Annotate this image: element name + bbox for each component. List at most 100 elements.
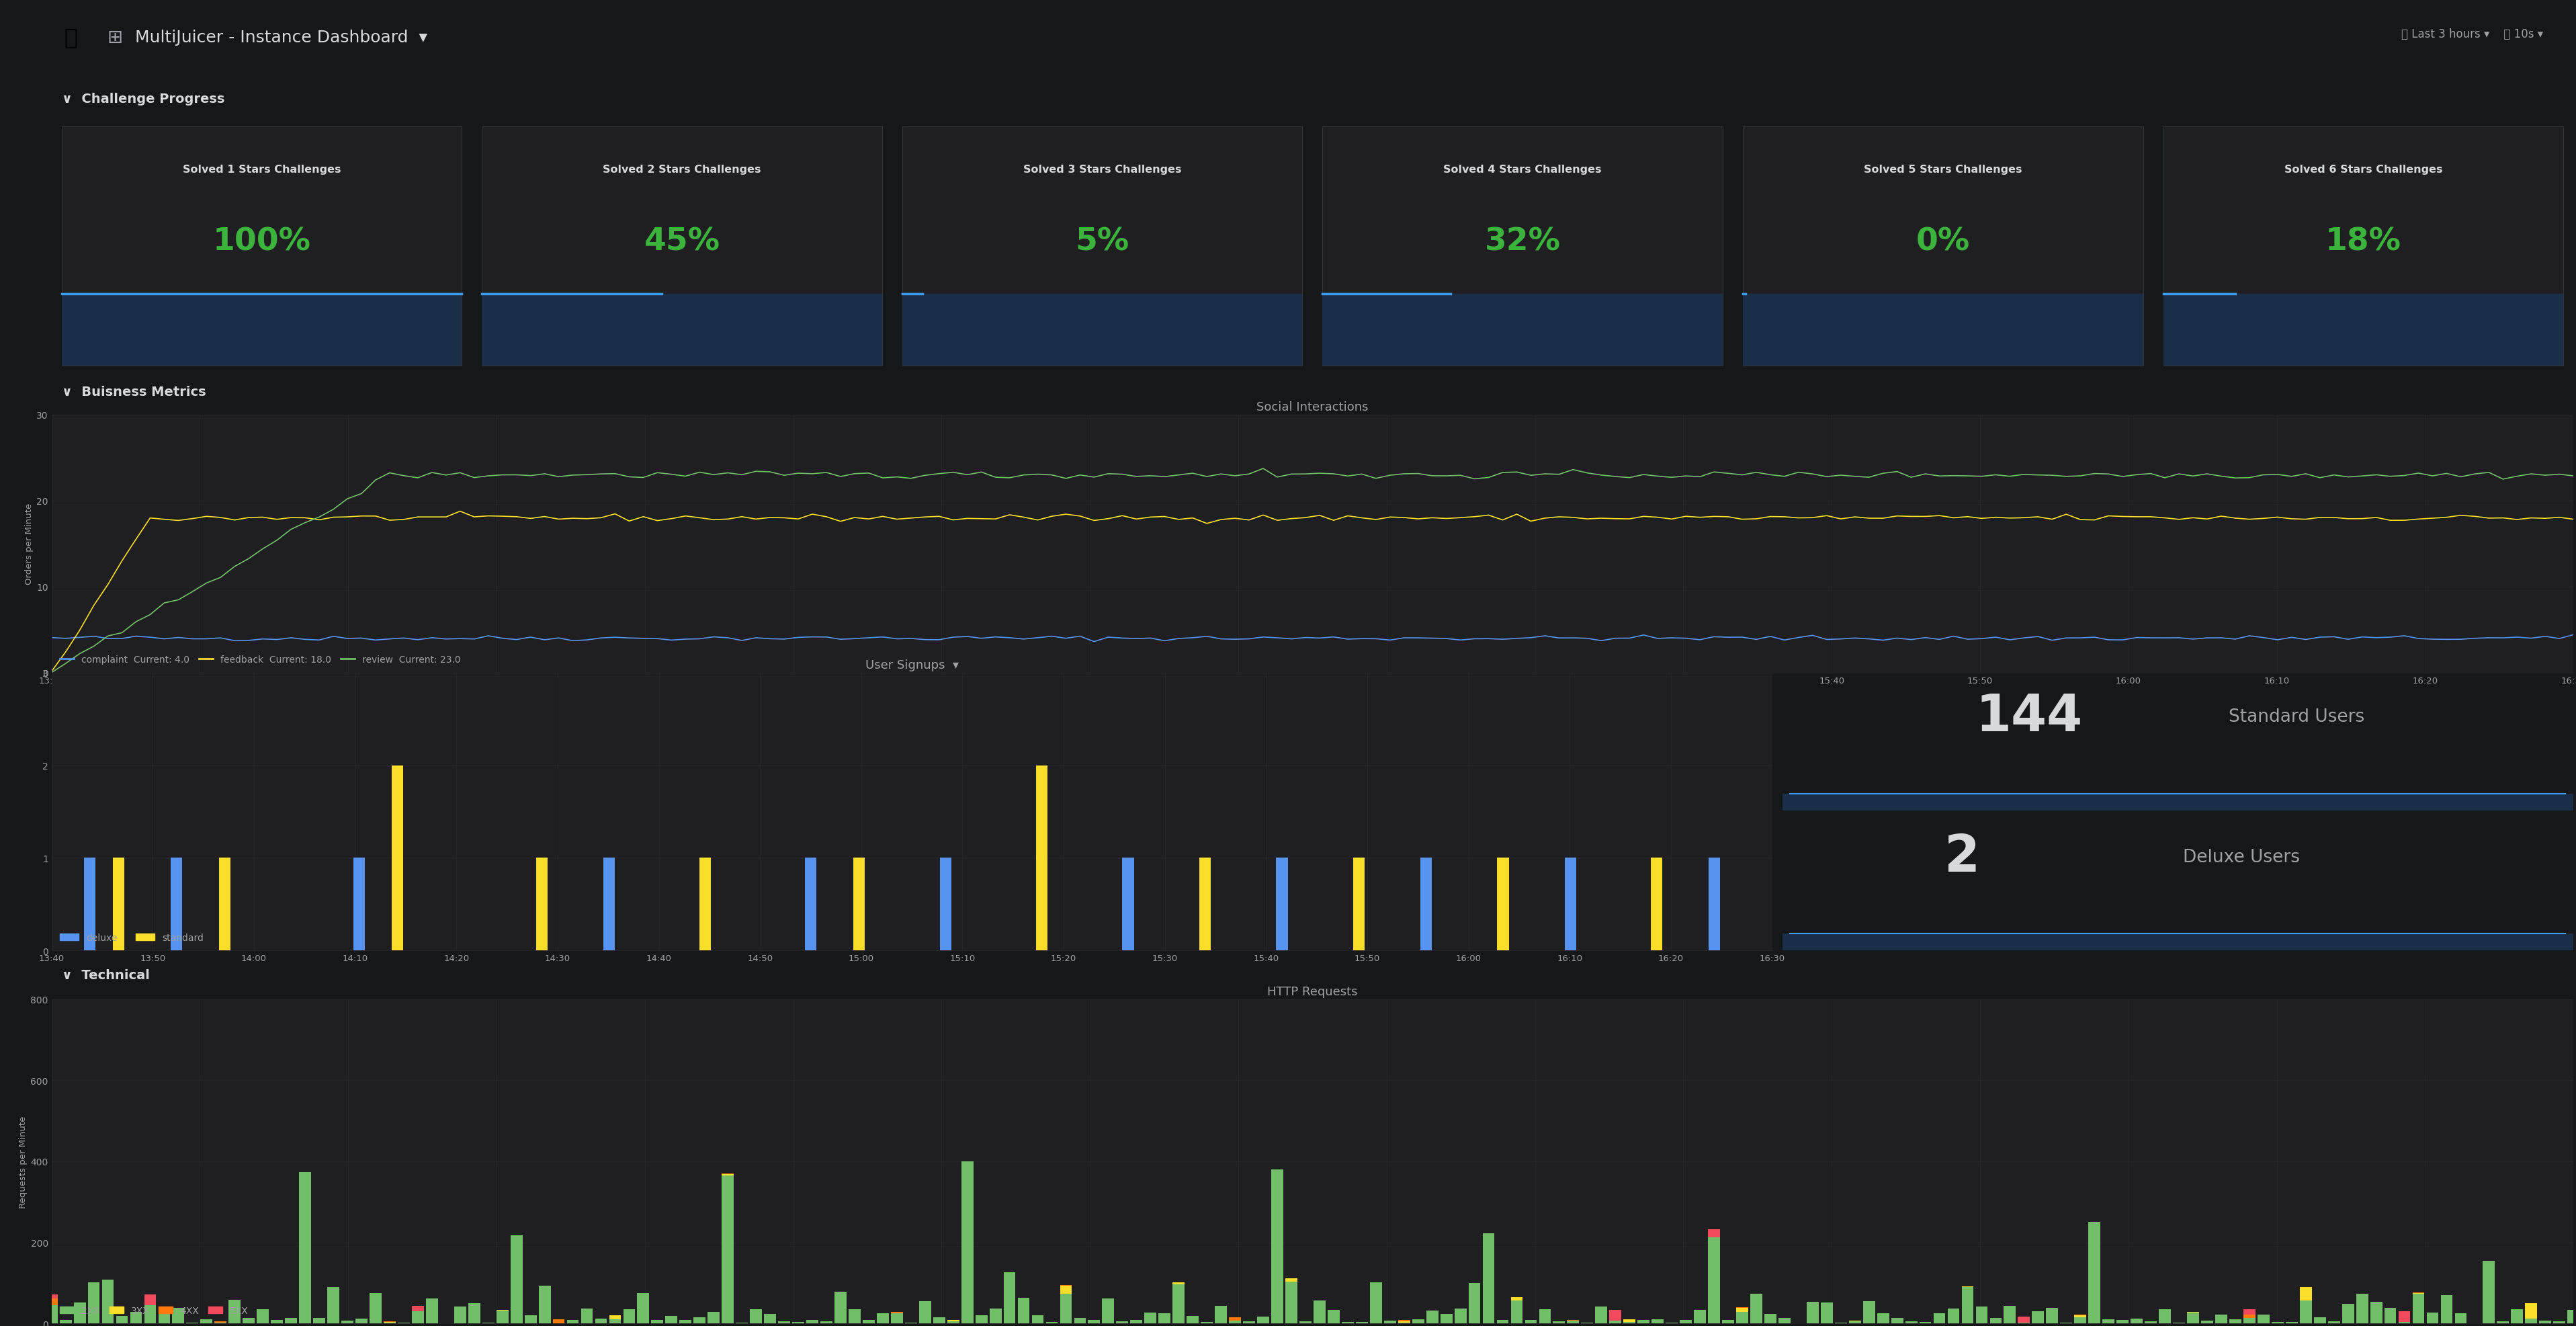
Bar (623, 1309, 636, 1323)
Bar (1947, 1309, 1960, 1323)
Bar (2568, 1310, 2576, 1323)
Bar (129, 1311, 142, 1323)
Bar (1708, 858, 1721, 951)
Bar (526, 1315, 536, 1323)
Text: Solved 3 Stars Challenges: Solved 3 Stars Challenges (1023, 164, 1182, 175)
Bar (876, 1313, 889, 1323)
Bar (353, 858, 366, 951)
Bar (157, 1307, 170, 1311)
Text: Solved 4 Stars Challenges: Solved 4 Stars Challenges (1443, 164, 1602, 175)
Bar (173, 1307, 185, 1323)
FancyBboxPatch shape (1744, 294, 2143, 366)
Bar (2159, 1309, 2172, 1323)
Bar (636, 1293, 649, 1323)
Bar (1412, 1319, 1425, 1323)
Bar (2228, 1319, 2241, 1323)
Bar (1200, 858, 1211, 951)
Bar (693, 1318, 706, 1323)
Bar (1566, 1321, 1579, 1323)
Bar (582, 1309, 592, 1323)
Bar (940, 858, 951, 951)
Title: User Signups  ▾: User Signups ▾ (866, 659, 958, 671)
Bar (201, 1319, 211, 1323)
Bar (1850, 1321, 1860, 1323)
Text: ∨  Challenge Progress: ∨ Challenge Progress (62, 93, 224, 106)
Bar (976, 1315, 987, 1323)
Text: 100%: 100% (214, 227, 312, 257)
Legend: 2XX, 3XX, 4XX, 5XX: 2XX, 3XX, 4XX, 5XX (57, 1302, 252, 1318)
Bar (1440, 1314, 1453, 1323)
Bar (2215, 1315, 2228, 1323)
Bar (1777, 1318, 1790, 1323)
Text: 0%: 0% (1917, 227, 1971, 257)
Text: 45%: 45% (644, 227, 721, 257)
Bar (2300, 1288, 2311, 1301)
FancyBboxPatch shape (62, 294, 461, 366)
Bar (2524, 1318, 2537, 1323)
Bar (2357, 1294, 2367, 1323)
Bar (1651, 1319, 1664, 1323)
Bar (1906, 1322, 1917, 1323)
Bar (2244, 1318, 2257, 1323)
Bar (1510, 1297, 1522, 1301)
Bar (1749, 1294, 1762, 1323)
Text: 144: 144 (1976, 692, 2084, 741)
Text: MultiJuicer - Instance Dashboard  ▾: MultiJuicer - Instance Dashboard ▾ (134, 29, 428, 45)
Bar (1188, 1315, 1198, 1323)
Bar (1610, 1321, 1620, 1323)
Bar (2146, 1322, 2156, 1323)
Bar (412, 1306, 425, 1311)
Bar (1059, 1294, 1072, 1323)
Bar (355, 1318, 368, 1323)
Bar (144, 1294, 157, 1305)
Bar (2017, 1317, 2030, 1322)
Bar (219, 858, 229, 951)
Bar (286, 1318, 296, 1323)
Bar (1229, 1317, 1242, 1321)
Bar (1878, 1313, 1888, 1323)
Bar (258, 1310, 268, 1323)
Bar (806, 858, 817, 951)
Bar (1510, 1301, 1522, 1323)
Bar (144, 1305, 157, 1323)
Bar (920, 1301, 930, 1323)
Bar (412, 1311, 425, 1323)
Bar (1695, 1310, 1705, 1323)
Bar (2200, 1321, 2213, 1323)
Bar (46, 1305, 57, 1323)
FancyBboxPatch shape (2164, 127, 2563, 366)
Bar (835, 1292, 848, 1323)
Bar (1352, 858, 1365, 951)
Legend: complaint  Current: 4.0, feedback  Current: 18.0, review  Current: 23.0: complaint Current: 4.0, feedback Current… (57, 651, 464, 668)
Bar (2496, 1322, 2509, 1323)
Bar (299, 1172, 312, 1323)
Bar (1736, 1311, 1749, 1323)
Bar (59, 1321, 72, 1323)
Bar (2117, 1321, 2128, 1323)
Bar (891, 1314, 902, 1323)
Text: 5%: 5% (1074, 227, 1128, 257)
Bar (1427, 1310, 1437, 1323)
Bar (453, 1306, 466, 1323)
Bar (1468, 1284, 1481, 1323)
Bar (1484, 1233, 1494, 1323)
Bar (2285, 1322, 2298, 1323)
Bar (608, 1315, 621, 1319)
Bar (157, 1311, 170, 1323)
Bar (2074, 1315, 2087, 1317)
Bar (2089, 1223, 2099, 1323)
Bar (1285, 1278, 1298, 1282)
Bar (554, 1319, 564, 1323)
Bar (1172, 1285, 1185, 1323)
Bar (891, 1313, 902, 1314)
Bar (1103, 1298, 1115, 1323)
Bar (2074, 1317, 2087, 1323)
Text: Solved 2 Stars Challenges: Solved 2 Stars Challenges (603, 164, 760, 175)
Bar (2045, 1307, 2058, 1323)
Bar (1087, 1321, 1100, 1323)
Bar (170, 858, 183, 951)
Bar (1736, 1309, 1749, 1311)
Bar (270, 1319, 283, 1323)
Text: ∨  Buisness Metrics: ∨ Buisness Metrics (62, 386, 206, 398)
Bar (1638, 1321, 1649, 1323)
